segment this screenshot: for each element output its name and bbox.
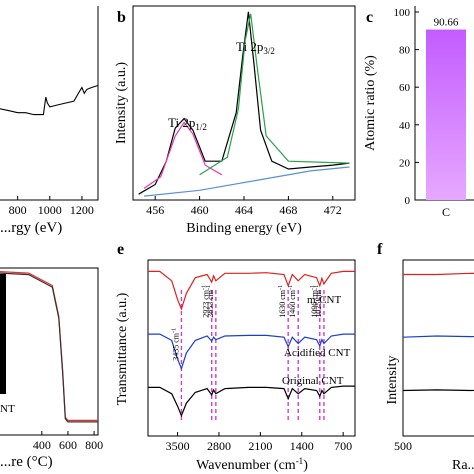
acidified-cnt-label: Acidified CNT [284,347,351,359]
panel-e-series-2 [148,385,355,418]
panel-b-axes [132,5,356,201]
panel-a-x-tick-label: 1200 [70,203,94,217]
panel-b-ylabel: Intensity (a.u.) [114,62,129,144]
panel-b-xlabel: Binding energy (eV) [186,221,302,236]
panel-c-letter: c [366,9,373,26]
ti2p32-label: Ti 2p3/2 [236,39,275,56]
panel-f-series-2 [402,389,474,392]
panel-f-xlabel: Ra... [452,458,474,473]
panel-f-letter: f [377,241,383,258]
panel-f-axes [402,259,474,437]
panel-a-axes [0,6,99,201]
peak-label-2853: 2853 cm-1 [206,285,215,318]
panel-c-y-tick-label: 20 [399,157,411,169]
panel-c-ylabel: Atomic ratio (%) [363,55,378,151]
panel-e-x-tick-label: 2100 [248,439,272,453]
panel-e-series-1 [148,333,355,371]
peak-label-3435: 3435 cm-1 [171,328,180,361]
panel-b-x-tick-label: 472 [324,203,342,217]
panel-a-x-tick-label: 1000 [38,203,62,217]
panel-e-axes [147,259,356,437]
panel-d-x-tick-label: 400 [33,438,51,452]
peak-label-1460: 1460 cm-1 [288,285,297,318]
panel-a-spectrum [0,84,99,116]
bar-C-category-label: C [442,205,450,219]
panel-e-x-tick-label: 3500 [166,439,190,453]
panel-b-series-0 [138,11,350,195]
panel-f-series-1 [402,335,474,338]
panel-f-ylabel: Intensity [385,356,400,405]
panel-a-xlabel: ...rgy (eV) [0,220,62,236]
panel-d-axes [0,267,99,436]
panel-e: e Transmittance (a.u.) 3500 2800 2100 1400 7… [115,241,356,473]
panel-b-x-tick-label: 460 [191,203,209,217]
bar-C-value-label: 90.66 [434,17,459,29]
panel-d-x-tick-label: 800 [85,438,103,452]
panel-d-series-0 [0,271,98,421]
panel-b-x-tick-label: 464 [235,203,253,217]
panel-d-legend-fragment: NT [0,403,15,415]
ti2p12-label: Ti 2p1/2 [168,115,207,132]
panel-a-x-tick-label: 800 [9,203,27,217]
panel-d-x-tick-label: 600 [59,438,77,452]
panel-d-inset-bar [0,274,6,394]
panel-f: f Intensity 5001000 Ra... [377,241,474,473]
panel-e-x-tick-label: 700 [334,439,352,453]
panel-e-letter: e [117,241,124,258]
panel-b: b Intensity (a.u.) 456 460 464 468 472 Ti 2p… [114,5,356,236]
panel-e-ylabel: Transmittance (a.u.) [115,292,130,405]
bar-C [426,29,466,200]
panel-d-series-1 [0,272,98,423]
panel-c-y-tick-label: 0 [405,195,411,207]
panel-f-x-tick-label: 500 [394,439,412,453]
original-cnt-label: Original CNT [282,375,344,387]
panel-c: c Atomic ratio (%) 0 20 40 60 80 100 90.66 C [363,6,474,219]
panel-b-series-3 [144,166,350,197]
panel-c-y-tick-label: 80 [399,45,411,57]
panel-d: 400 600 800 NT ...re (°C) [0,267,103,470]
panel-e-x-tick-label: 2800 [207,439,231,453]
panel-b-x-tick-label: 468 [279,203,297,217]
peak-label-1096: 1096 cm-1 [310,285,319,318]
panel-e-xlabel: Wavenumber (cm-1) [196,456,308,473]
panel-e-x-tick-label: 1400 [290,439,314,453]
panel-b-series-1 [143,121,223,189]
panel-b-x-tick-label: 456 [146,203,164,217]
peak-label-1025: 1025 cm-1 [314,285,323,318]
mcnt-label: m-CNT [307,294,342,306]
panel-e-series-0 [148,270,355,311]
panel-f-series-0 [403,272,474,276]
peak-label-2923: 2923 cm-1 [202,285,211,318]
panel-b-series-2 [199,13,350,176]
panel-c-y-tick-label: 40 [399,120,411,132]
panel-a: 800 1000 1200 ...rgy (eV) [0,6,99,236]
peak-label-1630: 1630 cm-1 [278,285,287,318]
panel-b-letter: b [117,9,126,26]
panel-c-y-tick-label: 100 [394,7,411,19]
panel-c-y-tick-label: 60 [399,82,411,94]
panel-d-xlabel: ...re (°C) [0,454,53,470]
